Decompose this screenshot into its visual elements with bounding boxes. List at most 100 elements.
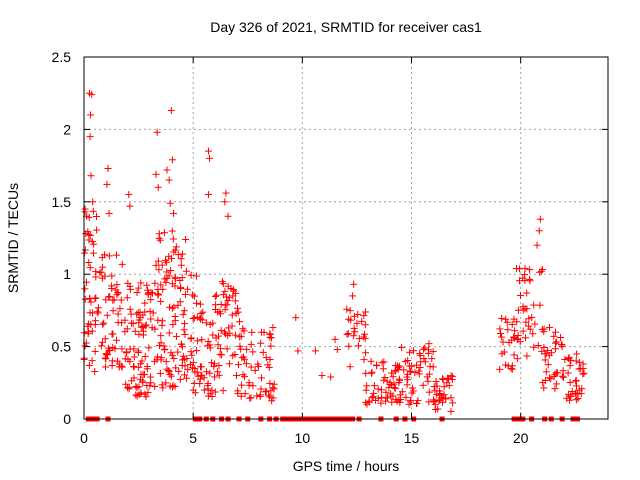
data-point: [147, 296, 155, 304]
x-tick-label: 15: [404, 430, 420, 446]
data-point: [211, 388, 219, 396]
data-point: [430, 383, 438, 391]
data-point: [257, 339, 265, 347]
data-point: [169, 235, 177, 243]
data-point: [161, 256, 169, 264]
data-point: [254, 360, 262, 368]
data-point: [217, 326, 225, 334]
data-point: [99, 320, 107, 328]
data-point: [134, 309, 142, 317]
data-point: [96, 269, 104, 277]
data-point: [89, 249, 97, 257]
data-point: [190, 379, 198, 387]
data-point: [146, 307, 154, 315]
data-point: [406, 362, 414, 370]
chart-title: Day 326 of 2021, SRMTID for receiver cas…: [210, 19, 482, 35]
data-point: [504, 326, 512, 334]
data-point: [390, 384, 398, 392]
data-point: [136, 375, 144, 383]
data-point: [109, 296, 117, 304]
data-point: [229, 352, 237, 360]
data-point: [388, 369, 396, 377]
data-point: [238, 381, 246, 389]
data-point: [163, 166, 171, 174]
data-point: [176, 298, 184, 306]
data-point: [318, 372, 326, 380]
data-point: [434, 405, 442, 413]
data-point: [100, 319, 108, 327]
data-point: [147, 288, 155, 296]
data-point: [206, 154, 214, 162]
data-point: [90, 240, 98, 248]
x-tick-label: 5: [189, 430, 197, 446]
data-point: [88, 91, 96, 99]
data-point: [123, 348, 131, 356]
data-point: [416, 363, 424, 371]
data-point: [208, 386, 216, 394]
data-point: [231, 331, 239, 339]
data-point: [552, 380, 560, 388]
data-point: [141, 308, 149, 316]
data-point: [270, 385, 278, 393]
data-point: [267, 334, 275, 342]
data-point: [551, 328, 559, 336]
data-point: [86, 294, 94, 302]
data-point: [537, 267, 545, 275]
data-point: [198, 316, 206, 324]
data-point: [190, 292, 198, 300]
data-point: [363, 382, 371, 390]
data-point: [403, 381, 411, 389]
data-point: [429, 348, 437, 356]
data-point: [377, 399, 385, 407]
data-point: [367, 357, 375, 365]
data-point: [123, 325, 131, 333]
data-point: [551, 385, 559, 393]
data-point: [226, 329, 234, 337]
data-point: [91, 347, 99, 355]
data-point: [85, 361, 93, 369]
data-point: [362, 308, 370, 316]
data-point: [108, 282, 116, 290]
data-point: [174, 251, 182, 259]
data-point: [253, 392, 261, 400]
data-point: [262, 387, 270, 395]
data-point: [233, 304, 241, 312]
data-point: [432, 378, 440, 386]
data-point: [162, 379, 170, 387]
data-point: [209, 331, 217, 339]
data-point: [152, 261, 160, 269]
data-point: [327, 373, 335, 381]
data-point: [170, 355, 178, 363]
data-point: [206, 320, 214, 328]
data-point: [266, 379, 274, 387]
data-point: [211, 292, 219, 300]
data-point: [419, 381, 427, 389]
data-point: [239, 353, 247, 361]
data-point: [113, 357, 121, 365]
data-point: [561, 355, 569, 363]
data-point: [103, 311, 111, 319]
data-point: [123, 294, 131, 302]
data-point: [164, 367, 172, 375]
data-point: [347, 316, 355, 324]
data-point: [539, 379, 547, 387]
data-point: [113, 281, 121, 289]
data-point: [542, 368, 550, 376]
data-point: [178, 361, 186, 369]
data-point: [118, 345, 126, 353]
data-point: [165, 176, 173, 184]
data-point: [575, 365, 583, 373]
data-point: [396, 376, 404, 384]
y-tick-label: 0.5: [52, 339, 72, 355]
data-point: [133, 384, 141, 392]
data-point: [99, 338, 107, 346]
data-point: [382, 388, 390, 396]
data-point: [360, 312, 368, 320]
data-point: [104, 344, 112, 352]
data-point: [126, 305, 134, 313]
data-point: [86, 264, 94, 272]
data-point: [151, 382, 159, 390]
data-point: [221, 198, 229, 206]
data-point: [410, 347, 418, 355]
data-point: [239, 371, 247, 379]
